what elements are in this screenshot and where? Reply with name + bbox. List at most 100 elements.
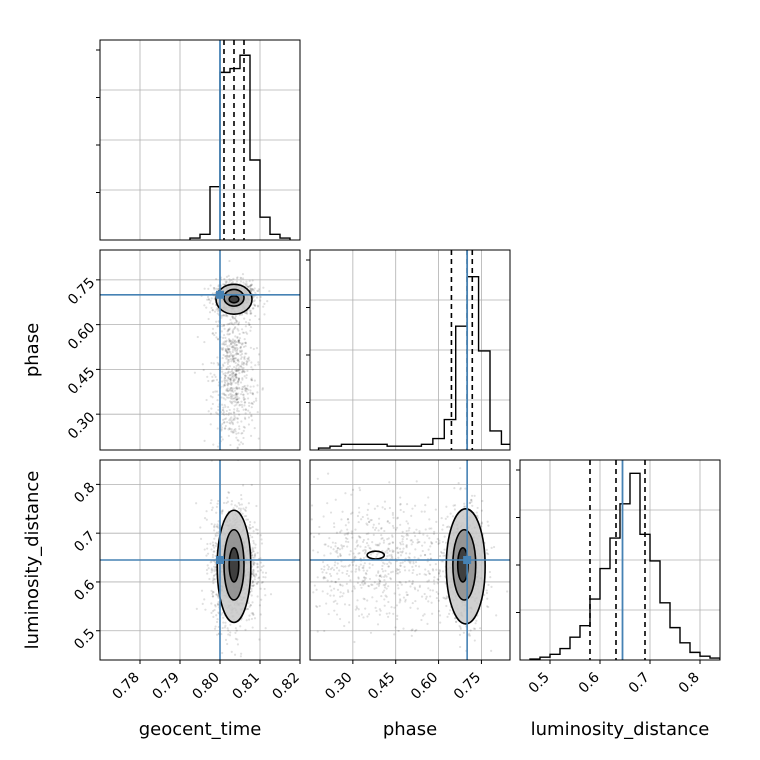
sample-point [213, 310, 217, 313]
sample-point [227, 347, 231, 350]
sample-point [216, 618, 219, 621]
sample-point [398, 601, 401, 604]
sample-point [468, 501, 471, 505]
sample-point [245, 352, 248, 355]
sample-point [231, 431, 234, 434]
sample-point [433, 576, 436, 579]
sample-point [237, 410, 240, 413]
sample-point [206, 552, 210, 555]
sample-point [470, 494, 474, 497]
sample-point [476, 506, 479, 510]
sample-point [237, 369, 240, 373]
sample-point [224, 621, 227, 624]
x-tick-label: 0.60 [408, 670, 441, 703]
sample-point [236, 395, 239, 399]
sample-point [234, 349, 237, 352]
sample-point [241, 371, 244, 374]
sample-point [256, 570, 260, 573]
sample-point [432, 579, 436, 582]
sample-point [442, 554, 445, 557]
sample-point [258, 318, 261, 321]
sample-point [254, 543, 257, 546]
sample-point [427, 570, 430, 573]
sample-point [398, 593, 401, 596]
sample-point [235, 277, 239, 280]
sample-point [480, 525, 483, 528]
sample-point [253, 554, 256, 557]
sample-point [327, 612, 330, 616]
sample-point [385, 575, 388, 578]
sample-point [222, 324, 226, 327]
sample-point [355, 605, 358, 608]
sample-point [230, 322, 234, 325]
hist-phase [306, 249, 511, 451]
sample-point [414, 588, 417, 591]
sample-point [221, 510, 224, 513]
sample-point [312, 591, 315, 594]
sample-point [214, 566, 217, 569]
sample-point [381, 567, 384, 571]
sample-point [326, 502, 329, 505]
sample-point [226, 383, 229, 386]
sample-point [227, 393, 230, 397]
sample-point [203, 598, 206, 601]
sample-point [362, 579, 365, 583]
sample-point [252, 548, 255, 551]
sample-point [249, 604, 252, 607]
sample-point [334, 561, 337, 564]
sample-point [220, 396, 223, 399]
sample-point [469, 501, 472, 504]
sample-point [387, 615, 390, 618]
sample-point [255, 582, 258, 585]
sample-point [235, 369, 239, 372]
sample-point [231, 344, 234, 347]
sample-point [371, 596, 374, 599]
sample-point [221, 325, 224, 328]
sample-point [245, 280, 248, 283]
sample-point [213, 570, 216, 573]
sample-point [241, 378, 244, 381]
sample-point [269, 593, 273, 596]
sample-point [340, 529, 343, 532]
sample-point [237, 369, 240, 372]
sample-point [221, 370, 224, 373]
sample-point [254, 314, 257, 318]
sample-point [232, 507, 235, 510]
sample-point [212, 362, 215, 365]
sample-point [224, 347, 227, 351]
sample-point [379, 609, 382, 612]
sample-point [341, 510, 344, 513]
sample-point [263, 302, 266, 305]
sample-point [480, 509, 484, 512]
sample-point [373, 587, 376, 590]
sample-point [223, 376, 227, 379]
sample-point [207, 317, 210, 321]
sample-point [238, 443, 241, 446]
sample-point [243, 426, 246, 429]
sample-point [382, 539, 386, 542]
sample-point [329, 546, 333, 549]
sample-point [237, 379, 240, 382]
sample-point [386, 520, 389, 523]
panel-frame [309, 459, 511, 661]
sample-point [307, 568, 309, 570]
sample-point [224, 638, 228, 641]
sample-point [224, 381, 227, 385]
x-tick-label: 0.80 [189, 670, 222, 703]
sample-point [232, 379, 235, 382]
sample-point [256, 563, 259, 566]
sample-point [248, 618, 251, 621]
sample-point [363, 578, 366, 581]
sample-point [412, 562, 415, 565]
sample-point [229, 471, 231, 473]
sample-point [251, 626, 254, 629]
sample-point [232, 431, 235, 434]
sample-point [397, 587, 400, 590]
sample-point [229, 377, 232, 380]
sample-point [231, 430, 234, 433]
sample-point [384, 582, 387, 585]
sample-point [371, 583, 374, 587]
sample-point [215, 531, 219, 534]
sample-point [389, 562, 393, 565]
